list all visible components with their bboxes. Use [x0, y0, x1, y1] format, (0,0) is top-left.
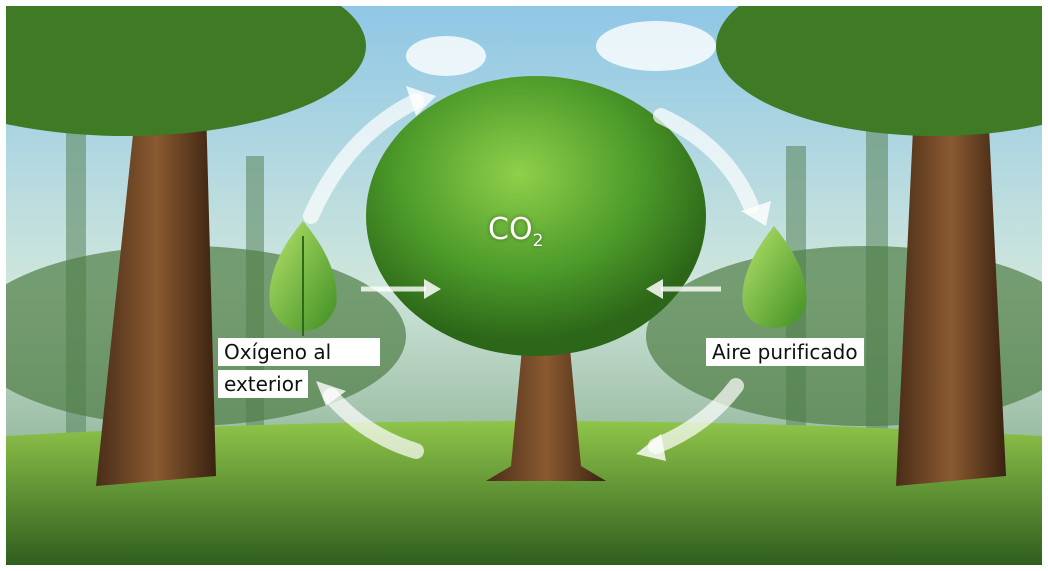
page-body: CO2 Oxígeno al exterior Aire purificado … — [0, 0, 1048, 571]
co2-subscript: 2 — [533, 231, 544, 251]
co2-base: CO — [488, 212, 533, 247]
forest-illustration — [6, 6, 1042, 565]
air-label: Aire purificado — [706, 338, 864, 366]
oxygen-label: exterior — [218, 370, 308, 398]
oxygen-label-line: exterior — [224, 371, 302, 397]
oxygen-label-line: Oxígeno al — [224, 339, 374, 365]
oxygen-label: Oxígeno al — [218, 338, 380, 366]
page: Ciclo del aire {"co2": {"base": "CO", "s… — [0, 0, 1048, 571]
co2-label: CO2 — [488, 212, 543, 251]
